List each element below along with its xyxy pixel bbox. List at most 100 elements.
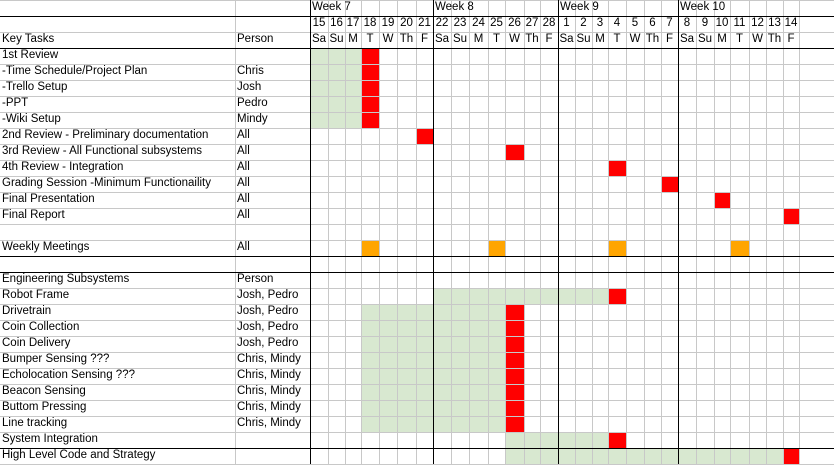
task-cell[interactable]: Coin Delivery — [2, 337, 71, 349]
day-number[interactable]: 6 — [649, 17, 656, 29]
person-cell[interactable]: Josh, Pedro — [237, 289, 299, 301]
weekday[interactable]: T — [366, 33, 374, 45]
day-number[interactable]: 19 — [381, 17, 395, 29]
task-cell[interactable]: -PPT — [2, 97, 29, 109]
person-cell[interactable]: All — [237, 145, 250, 157]
weekday[interactable]: W — [752, 33, 763, 45]
weekday[interactable]: T — [613, 33, 621, 45]
person-cell[interactable] — [235, 448, 310, 464]
task-cell[interactable]: Final Report — [2, 209, 65, 221]
day-number[interactable]: 4 — [613, 17, 621, 29]
day-number[interactable]: 9 — [701, 17, 709, 29]
person-cell[interactable]: Pedro — [237, 97, 268, 109]
person-header[interactable]: Person — [237, 33, 274, 45]
day-number[interactable]: 26 — [508, 17, 521, 29]
day-number[interactable]: 8 — [683, 17, 691, 29]
weekday[interactable]: F — [545, 33, 553, 45]
weekday[interactable]: Sa — [434, 33, 450, 45]
person-cell[interactable]: Chris, Mindy — [237, 369, 301, 381]
task-cell[interactable]: Beacon Sensing — [2, 385, 86, 397]
day-number[interactable]: 15 — [312, 17, 326, 29]
person-cell[interactable] — [235, 48, 310, 64]
day-number[interactable]: 25 — [490, 17, 503, 29]
weekday[interactable]: T — [492, 33, 501, 45]
person-cell[interactable] — [235, 432, 310, 448]
week-header[interactable]: Week 8 — [435, 1, 474, 13]
person-cell[interactable]: Chris, Mindy — [237, 385, 301, 397]
person-cell[interactable]: Chris, Mindy — [237, 353, 301, 365]
weekday[interactable]: W — [509, 33, 520, 45]
person-cell[interactable]: Chris — [237, 65, 264, 77]
task-cell[interactable]: Final Presentation — [2, 193, 95, 205]
week-header[interactable]: Week 10 — [680, 1, 726, 13]
task-cell[interactable]: Grading Session -Minimum Functionaility — [2, 177, 211, 189]
day-number[interactable]: 18 — [363, 17, 377, 29]
person-cell[interactable]: All — [237, 129, 250, 141]
weekday[interactable]: Th — [645, 33, 660, 45]
task-cell[interactable]: Bumper Sensing ??? — [2, 353, 110, 365]
task-cell[interactable]: Line tracking — [2, 417, 68, 429]
weekday[interactable]: Su — [576, 33, 591, 45]
person-cell[interactable]: All — [237, 241, 250, 253]
person-cell[interactable]: Josh, Pedro — [237, 321, 299, 333]
weekday[interactable]: Sa — [679, 33, 695, 45]
weekday[interactable]: Sa — [311, 33, 327, 45]
task-cell[interactable]: Drivetrain — [2, 305, 52, 317]
week-header[interactable]: Week 7 — [312, 1, 351, 13]
task-cell[interactable]: Echolocation Sensing ??? — [2, 369, 135, 381]
weekday[interactable]: W — [629, 33, 641, 45]
day-number[interactable]: 20 — [400, 17, 413, 29]
day-number[interactable]: 7 — [666, 17, 673, 29]
person-cell[interactable]: All — [237, 161, 250, 173]
task-cell[interactable]: 3rd Review - All Functional subsystems — [2, 145, 203, 157]
day-number[interactable]: 27 — [525, 17, 539, 29]
day-number[interactable]: 22 — [435, 17, 449, 29]
weekday[interactable]: Su — [329, 33, 344, 45]
day-number[interactable]: 12 — [751, 17, 764, 29]
weekday[interactable]: F — [665, 33, 674, 45]
task-cell[interactable]: Engineering Subsystems — [2, 273, 130, 285]
person-cell[interactable]: Josh — [237, 81, 262, 93]
task-cell[interactable]: High Level Code and Strategy — [2, 449, 156, 461]
task-cell[interactable]: -Trello Setup — [2, 81, 68, 93]
task-cell[interactable]: 2nd Review - Preliminary documentation — [2, 129, 209, 141]
weekday[interactable]: Th — [399, 33, 414, 45]
weekday[interactable]: Sa — [559, 33, 574, 45]
person-cell[interactable]: Josh, Pedro — [237, 305, 299, 317]
day-number[interactable]: 3 — [596, 17, 604, 29]
task-cell[interactable]: -Time Schedule/Project Plan — [2, 65, 148, 77]
week-header[interactable]: Week 9 — [560, 1, 599, 13]
day-number[interactable]: 28 — [542, 17, 556, 29]
day-number[interactable]: 23 — [453, 17, 467, 29]
person-cell[interactable]: All — [237, 193, 250, 205]
weekday[interactable]: W — [382, 33, 394, 45]
task-cell[interactable]: -Wiki Setup — [2, 113, 61, 125]
weekday[interactable]: Su — [697, 33, 713, 45]
weekday[interactable]: M — [717, 33, 727, 45]
person-cell[interactable]: Chris, Mindy — [237, 417, 301, 429]
person-cell[interactable]: Mindy — [237, 113, 268, 125]
weekday[interactable]: M — [348, 33, 358, 45]
day-number[interactable]: 10 — [715, 17, 729, 29]
day-number[interactable]: 5 — [631, 17, 639, 29]
weekday[interactable]: M — [473, 33, 484, 45]
day-number[interactable]: 24 — [472, 17, 485, 29]
weekday[interactable]: M — [595, 33, 605, 45]
task-cell[interactable]: Buttom Pressing — [2, 401, 87, 413]
day-number[interactable]: 1 — [563, 17, 570, 29]
day-number[interactable]: 17 — [346, 17, 360, 29]
task-cell[interactable]: 4th Review - Integration — [2, 161, 124, 173]
weekday[interactable]: Th — [525, 33, 539, 45]
person-cell[interactable]: Chris, Mindy — [237, 401, 301, 413]
task-cell[interactable] — [0, 256, 235, 272]
day-number[interactable]: 21 — [418, 17, 431, 29]
task-cell[interactable]: Weekly Meetings — [2, 241, 90, 253]
day-number[interactable]: 14 — [784, 17, 798, 29]
task-cell[interactable]: 1st Review — [2, 49, 59, 61]
day-number[interactable]: 2 — [580, 17, 587, 29]
task-cell[interactable]: Robot Frame — [2, 289, 70, 301]
person-cell[interactable]: All — [237, 177, 250, 189]
weekday[interactable]: F — [420, 33, 429, 45]
person-cell[interactable]: All — [237, 209, 250, 221]
person-cell[interactable]: Person — [237, 273, 274, 285]
